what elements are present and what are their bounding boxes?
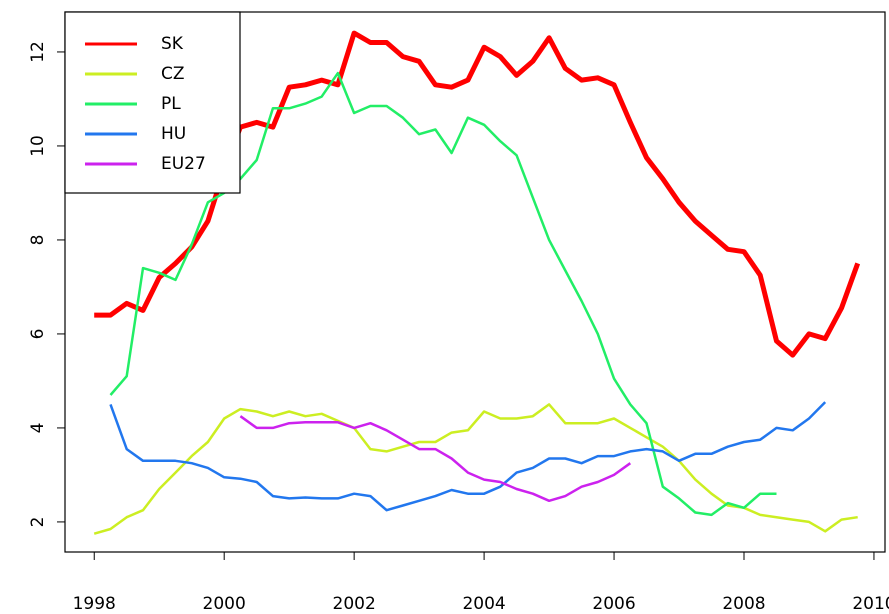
x-tick-label: 2006 [592,594,635,614]
x-tick-label: 2008 [722,594,765,614]
x-tick-label: 2004 [462,594,505,614]
series-line [93,403,858,535]
legend-label: EU27 [161,154,206,174]
x-tick-label: 2000 [203,594,246,614]
y-tick-label: 2 [28,517,48,528]
y-tick-label: 6 [28,329,48,340]
y-tick-label: 8 [28,235,48,246]
legend-label: SK [161,34,184,54]
x-tick-label: 1998 [73,594,116,614]
x-tick-label: 2010 [852,594,889,614]
plot-frame [64,11,886,553]
series-line [109,71,777,517]
legend-label: CZ [161,64,185,84]
y-tick-label: 4 [28,423,48,434]
series-line [239,415,632,503]
x-tick-label: 2002 [333,594,376,614]
y-tick-label: 10 [28,135,48,157]
legend-label: PL [161,94,181,114]
series-line [109,401,827,512]
legend-label: HU [161,124,186,144]
y-tick-label: 12 [28,41,48,63]
